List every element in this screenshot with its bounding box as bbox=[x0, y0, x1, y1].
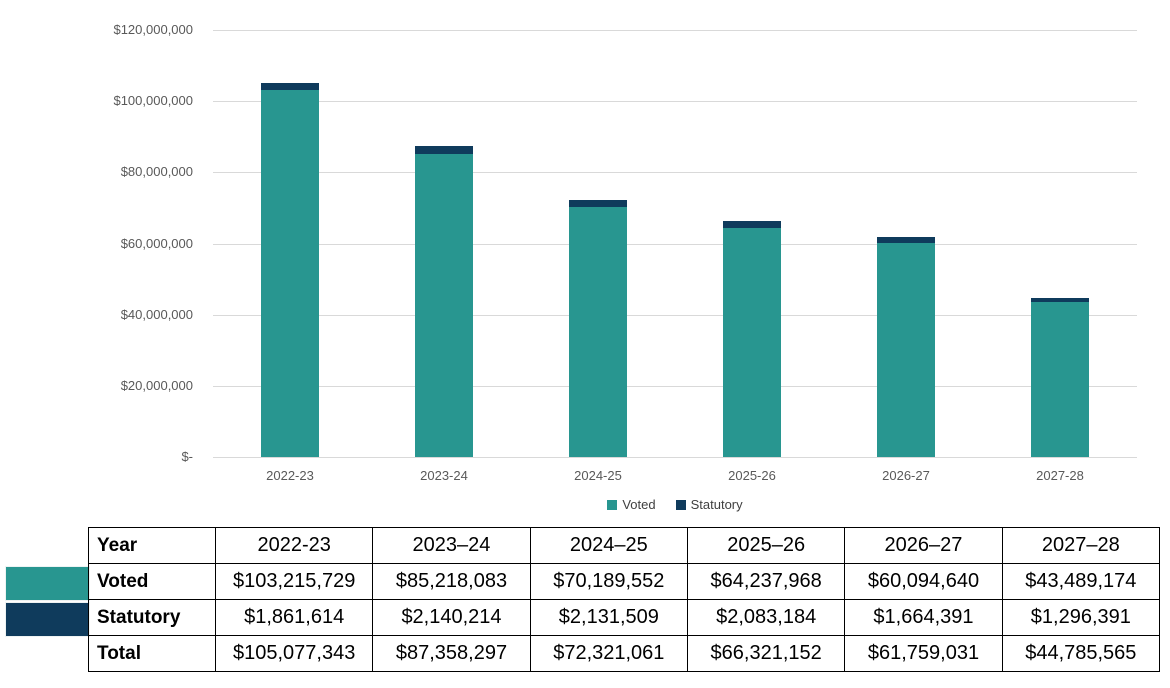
y-gridline bbox=[213, 30, 1137, 31]
table-cell: $1,296,391 bbox=[1001, 599, 1161, 636]
statutory-bar-segment bbox=[415, 146, 473, 154]
table-cell: $64,237,968 bbox=[686, 563, 846, 600]
y-gridline bbox=[213, 314, 1137, 316]
x-axis-category-label: 2027-28 bbox=[1036, 468, 1084, 483]
y-gridline bbox=[213, 243, 1137, 245]
legend-label-voted: Voted bbox=[622, 497, 656, 512]
table-year-header: 2024–25 bbox=[529, 527, 688, 564]
x-axis-category-label: 2022-23 bbox=[266, 468, 314, 483]
table-corner-header: Year bbox=[88, 527, 216, 564]
y-gridline bbox=[213, 457, 1137, 458]
legend-item-statutory: Statutory bbox=[675, 497, 743, 512]
table-cell: $70,189,552 bbox=[529, 563, 688, 600]
y-gridline bbox=[213, 172, 1137, 174]
table-cell: $2,131,509 bbox=[529, 599, 688, 636]
x-axis-category-label: 2025-26 bbox=[728, 468, 776, 483]
y-axis-tick-label: $120,000,000 bbox=[113, 22, 193, 37]
statutory-bar-segment bbox=[877, 237, 935, 244]
statutory-bar-segment bbox=[569, 199, 627, 208]
legend-item-voted: Voted bbox=[607, 497, 656, 512]
voted-bar-segment bbox=[569, 207, 627, 457]
y-gridline bbox=[213, 385, 1137, 387]
voted-bar-segment bbox=[1031, 302, 1089, 457]
table-year-header: 2027–28 bbox=[1001, 527, 1161, 564]
table-cell: $60,094,640 bbox=[844, 563, 1003, 600]
legend-label-statutory: Statutory bbox=[690, 497, 743, 512]
table-header-row: Year 2022-23 2023–24 2024–25 2025–26 2026–27 2… bbox=[88, 527, 1161, 564]
table-cell: $87,358,297 bbox=[372, 635, 531, 672]
table-row-label: Voted bbox=[88, 563, 216, 600]
statutory-bar-segment bbox=[1031, 297, 1089, 303]
table-year-header: 2026–27 bbox=[844, 527, 1003, 564]
y-axis-tick-label: $80,000,000 bbox=[120, 164, 193, 180]
table-cell: $43,489,174 bbox=[1001, 563, 1161, 600]
statutory-bar-segment bbox=[261, 83, 319, 90]
voted-bar-segment bbox=[877, 243, 935, 457]
voted-row-color-swatch bbox=[5, 566, 90, 601]
table-cell: $1,861,614 bbox=[214, 599, 374, 636]
table-cell: $44,785,565 bbox=[1001, 635, 1161, 672]
y-gridline bbox=[213, 101, 1137, 103]
table-row: Voted $103,215,729 $85,218,083 $70,189,552 $… bbox=[88, 563, 1161, 600]
table-row-label: Statutory bbox=[88, 599, 216, 636]
voted-legend-swatch-icon bbox=[607, 499, 618, 510]
table-cell: $2,083,184 bbox=[686, 599, 846, 636]
table-cell: $105,077,343 bbox=[214, 635, 374, 672]
voted-bar-segment bbox=[415, 153, 473, 457]
chart-legend: Voted Statutory bbox=[213, 497, 1137, 512]
voted-bar-segment bbox=[723, 228, 781, 457]
y-axis-tick-label: $- bbox=[181, 449, 193, 464]
x-axis-category-label: 2023-24 bbox=[420, 468, 468, 483]
table-row-label: Total bbox=[88, 635, 216, 672]
statutory-row-color-swatch bbox=[5, 602, 90, 637]
table-year-header: 2025–26 bbox=[686, 527, 846, 564]
table-cell: $103,215,729 bbox=[214, 563, 374, 600]
y-axis-tick-label: $60,000,000 bbox=[120, 235, 193, 251]
table-cell: $1,664,391 bbox=[844, 599, 1003, 636]
y-axis-tick-label: $40,000,000 bbox=[120, 306, 193, 322]
y-axis-tick-label: $20,000,000 bbox=[120, 377, 193, 393]
table-year-header: 2022-23 bbox=[214, 527, 374, 564]
statutory-legend-swatch-icon bbox=[675, 499, 686, 510]
x-axis-category-label: 2024-25 bbox=[574, 468, 622, 483]
voted-bar-segment bbox=[261, 89, 319, 457]
statutory-bar-segment bbox=[723, 221, 781, 229]
data-table: Year 2022-23 2023–24 2024–25 2025–26 2026–27 2… bbox=[88, 527, 1161, 672]
table-year-header: 2023–24 bbox=[372, 527, 531, 564]
table-cell: $72,321,061 bbox=[529, 635, 688, 672]
table-row: Statutory $1,861,614 $2,140,214 $2,131,509 $… bbox=[88, 599, 1161, 636]
table-cell: $2,140,214 bbox=[372, 599, 531, 636]
table-cell: $61,759,031 bbox=[844, 635, 1003, 672]
table-row: Total $105,077,343 $87,358,297 $72,321,061 $… bbox=[88, 635, 1161, 672]
table-cell: $66,321,152 bbox=[686, 635, 846, 672]
y-axis-tick-label: $100,000,000 bbox=[113, 93, 193, 109]
table-cell: $85,218,083 bbox=[372, 563, 531, 600]
x-axis-category-label: 2026-27 bbox=[882, 468, 930, 483]
